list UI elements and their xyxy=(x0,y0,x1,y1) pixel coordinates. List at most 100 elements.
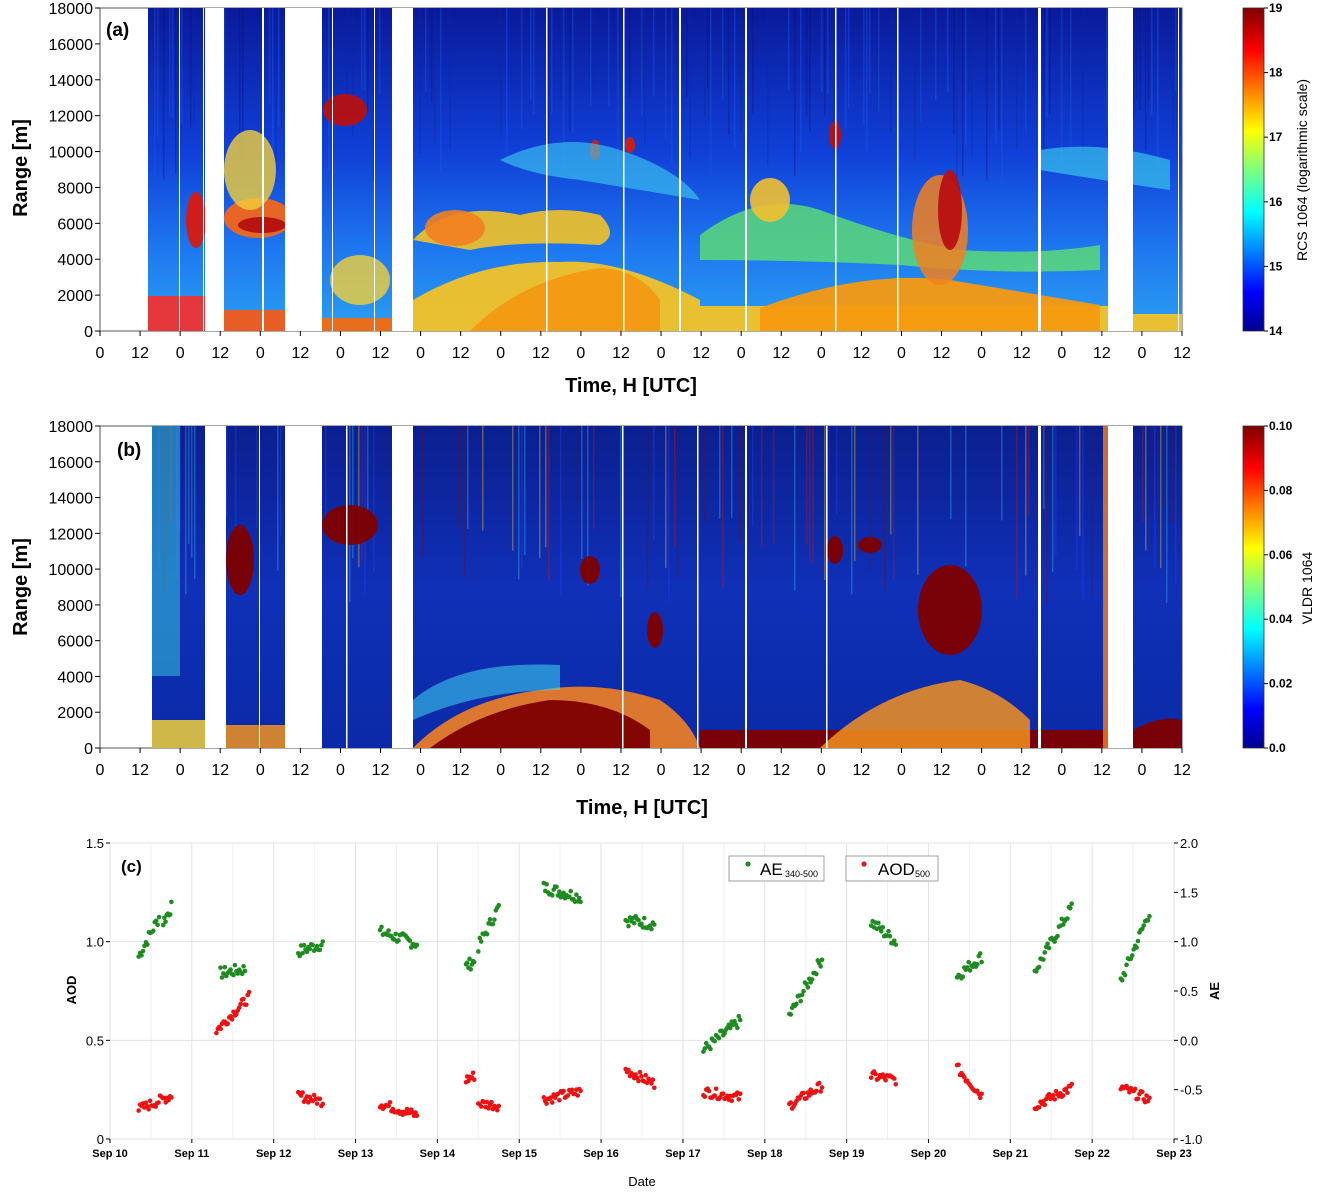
panel-a-x-ticks: 0 12 0 12 0 12 0 12 0 12 0 12 0 12 0 12 0 12 0 12 0 12 0 12 0 12 0… xyxy=(96,331,1191,362)
data-gap xyxy=(332,8,333,331)
data-point xyxy=(310,942,315,948)
x-tick-label: 12 xyxy=(291,345,309,362)
data-point xyxy=(1042,950,1048,955)
y-tick-label: 12000 xyxy=(49,526,94,543)
noise-streak xyxy=(1028,426,1030,515)
data-point xyxy=(732,1018,737,1024)
data-point xyxy=(143,1100,149,1106)
noise-streak xyxy=(1025,426,1027,576)
data-point xyxy=(1134,945,1139,950)
data-point xyxy=(788,1100,794,1105)
data-point xyxy=(1147,914,1152,919)
data-gap xyxy=(697,426,699,748)
data-point xyxy=(816,1080,822,1086)
data-point xyxy=(1055,933,1060,939)
noise-streak xyxy=(947,8,949,93)
x-tick-label: 0 xyxy=(256,345,265,362)
data-point xyxy=(1122,972,1128,978)
data-point xyxy=(643,1072,648,1078)
noise-streak xyxy=(533,8,535,115)
aerosol-layer xyxy=(224,130,276,210)
data-point xyxy=(387,1099,393,1105)
y-tick-label: 8000 xyxy=(57,180,93,197)
data-point xyxy=(297,953,302,959)
data-point xyxy=(804,981,809,987)
noise-streak xyxy=(734,8,736,148)
data-point xyxy=(554,884,559,890)
panel-b-vldr-heatmap: (b) 020004000600080001000012000140001600… xyxy=(10,419,1191,819)
data-point xyxy=(819,957,825,963)
noise-streak xyxy=(845,8,847,129)
data-point xyxy=(304,949,310,955)
noise-streak xyxy=(1145,8,1147,151)
y-tick-label: 16000 xyxy=(49,37,94,54)
noise-streak xyxy=(449,8,451,149)
noise-streak xyxy=(998,8,1000,130)
x-tick-label: 12 xyxy=(532,345,550,362)
data-point xyxy=(798,998,804,1004)
y-tick-label: 14000 xyxy=(49,491,94,508)
noise-streak xyxy=(506,8,508,160)
aerosol-layer xyxy=(938,170,962,250)
data-point xyxy=(716,1035,722,1041)
data-point xyxy=(631,920,637,926)
x-tick-label: 0 xyxy=(416,762,425,779)
data-point xyxy=(624,918,630,924)
data-point xyxy=(386,1103,391,1109)
data-point xyxy=(801,1090,806,1096)
x-tick-label: 12 xyxy=(131,345,149,362)
data-point xyxy=(712,1093,718,1098)
noise-streak xyxy=(188,426,190,544)
noise-streak xyxy=(671,8,673,164)
y-tick-label: 8000 xyxy=(57,598,93,615)
noise-streak xyxy=(373,8,375,181)
data-gap xyxy=(623,8,625,331)
data-point xyxy=(809,977,815,982)
data-point xyxy=(737,1017,743,1023)
data-point xyxy=(814,971,819,977)
data-block xyxy=(322,426,392,748)
noise-streak xyxy=(500,8,502,138)
data-point xyxy=(1067,905,1073,911)
noise-streak xyxy=(665,8,667,138)
data-point xyxy=(736,1013,742,1019)
data-point xyxy=(720,1091,726,1097)
data-point xyxy=(557,1098,562,1103)
aerosol-layer xyxy=(425,210,485,246)
noise-streak xyxy=(827,426,829,581)
noise-streak xyxy=(431,8,433,102)
colorbar-a-label: RCS 1064 (logarithmic scale) xyxy=(1294,79,1310,261)
legend-ae-marker xyxy=(745,861,751,867)
data-point xyxy=(1069,1081,1074,1087)
noise-streak xyxy=(722,8,724,100)
noise-streak xyxy=(653,426,655,541)
x-tick-label: 0 xyxy=(336,345,345,362)
x-tick-label: 12 xyxy=(933,345,951,362)
data-point xyxy=(169,899,174,905)
noise-streak xyxy=(190,8,192,128)
data-point xyxy=(222,964,228,970)
x-tick-label: Sep 20 xyxy=(911,1148,946,1160)
noise-streak xyxy=(548,426,550,580)
noise-streak xyxy=(740,8,742,132)
noise-streak xyxy=(593,8,595,97)
aerosol-layer xyxy=(700,203,1100,272)
data-point xyxy=(967,968,973,973)
data-point xyxy=(484,1099,490,1105)
vldr-heatmap-data xyxy=(152,426,1182,748)
aerosol-layer xyxy=(1133,314,1182,331)
noise-streak xyxy=(890,426,892,535)
noise-streak xyxy=(226,426,228,518)
noise-streak xyxy=(1151,8,1153,116)
data-point xyxy=(166,1097,171,1103)
x-tick-label: 0 xyxy=(176,345,185,362)
data-point xyxy=(487,917,493,922)
legend-ae-sub: 340-500 xyxy=(785,869,818,879)
noise-streak xyxy=(1061,8,1063,165)
x-tick-label: 12 xyxy=(372,762,390,779)
aerosol-layer xyxy=(430,700,650,748)
colorbar-tick-label: 0.0 xyxy=(1269,741,1286,755)
data-point xyxy=(495,1107,500,1113)
panel-b-y-ticks: 0 2000 4000 6000 8000 10000 12000 14000 16000 180… xyxy=(49,419,100,758)
noise-streak xyxy=(193,8,195,124)
